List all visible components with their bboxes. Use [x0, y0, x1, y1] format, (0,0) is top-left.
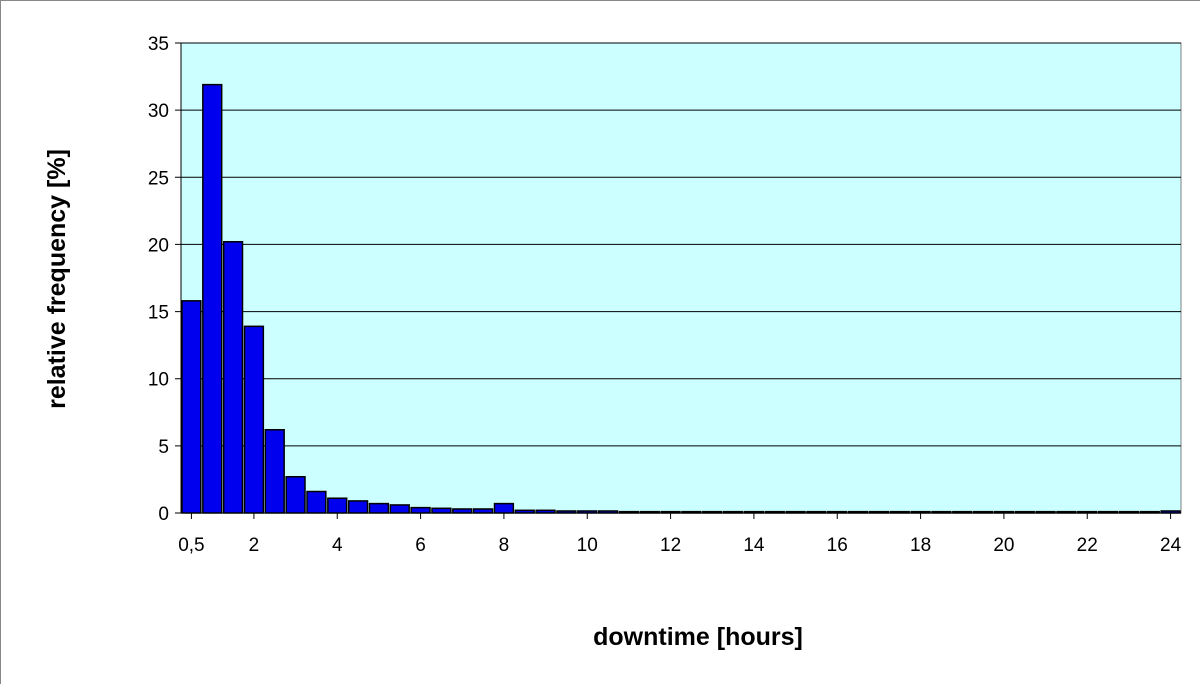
gridlines	[175, 42, 1181, 514]
x-tick-label: 16	[827, 535, 848, 556]
histogram-bar	[743, 510, 765, 514]
histogram-bar	[806, 510, 827, 514]
histogram-bar	[1077, 510, 1098, 514]
histogram-bar	[681, 510, 702, 514]
histogram-bar	[660, 510, 681, 514]
histogram-bar	[347, 500, 369, 514]
histogram-bar	[1056, 510, 1077, 514]
x-tick-label: 20	[993, 535, 1014, 556]
histogram-bar	[764, 510, 785, 514]
y-tick-label: 5	[158, 437, 169, 458]
histogram-bar	[931, 510, 952, 514]
histogram-bar	[243, 325, 265, 514]
histogram-bar	[556, 510, 577, 514]
histogram-bar	[389, 504, 410, 514]
x-tick-label: 8	[499, 535, 510, 556]
histogram-bar	[785, 510, 806, 514]
histogram-bar	[702, 510, 723, 514]
y-tick-label: 35	[148, 34, 169, 55]
histogram-bar	[1097, 510, 1119, 514]
histogram-bar	[910, 510, 931, 514]
histogram-bar	[1118, 510, 1140, 514]
histogram-bar	[847, 510, 869, 514]
histogram-bar	[431, 507, 452, 514]
histogram-bar	[181, 300, 202, 514]
x-tick-label: 0,5	[178, 535, 204, 556]
histogram-bar	[722, 510, 744, 514]
y-tick-label: 15	[148, 303, 169, 324]
y-tick-label: 20	[148, 235, 169, 256]
x-tick-label: 12	[660, 535, 681, 556]
x-tick-label: 2	[249, 535, 260, 556]
y-axis-title: relative frequency [%]	[43, 149, 71, 409]
y-tick-label: 10	[148, 370, 169, 391]
x-axis-title: downtime [hours]	[593, 623, 803, 651]
histogram-bar	[993, 510, 1015, 514]
histogram-bar	[952, 510, 973, 514]
histogram-bar	[889, 510, 910, 514]
histogram-bar	[577, 510, 598, 514]
histogram-bar	[1014, 510, 1035, 514]
histogram-bar	[410, 506, 431, 514]
y-tick-label: 30	[148, 101, 169, 122]
histogram-bar	[472, 508, 494, 514]
histogram-bar	[827, 510, 848, 514]
x-axis-tick-labels: 0,5 2 4 6 8 10 12 14 16 18 20 22 24	[178, 513, 1182, 556]
x-tick-label: 10	[577, 535, 598, 556]
histogram-bar	[1160, 510, 1181, 514]
histogram-bar	[368, 502, 390, 514]
histogram-bar	[285, 475, 306, 514]
histogram-bar	[222, 240, 244, 514]
y-tick-label: 0	[158, 504, 169, 525]
histogram-bar	[327, 497, 348, 514]
histogram-bar	[1139, 510, 1160, 514]
bars	[181, 83, 1181, 514]
histogram-bar	[514, 509, 535, 514]
histogram-bar	[597, 510, 619, 514]
histogram-bar	[618, 510, 640, 514]
x-tick-label: 22	[1077, 535, 1098, 556]
histogram-bar	[306, 490, 327, 514]
histogram-bar	[868, 510, 890, 514]
x-tick-label: 18	[910, 535, 931, 556]
x-tick-label: 6	[415, 535, 426, 556]
y-axis-tick-labels: 0 5 10 15 20 25 30 35	[148, 34, 169, 525]
histogram-bar	[535, 509, 556, 514]
histogram-bar	[202, 83, 223, 514]
histogram-bar	[452, 508, 473, 514]
histogram-bar	[1035, 510, 1056, 514]
histogram-bar	[639, 510, 660, 514]
histogram-bar	[972, 510, 994, 514]
histogram-bar	[264, 428, 285, 514]
x-tick-label: 14	[743, 535, 765, 556]
histogram-bar	[493, 502, 515, 514]
x-tick-label: 24	[1160, 535, 1182, 556]
y-tick-label: 25	[148, 168, 169, 189]
x-tick-label: 4	[332, 535, 343, 556]
plot-area	[180, 42, 1182, 514]
